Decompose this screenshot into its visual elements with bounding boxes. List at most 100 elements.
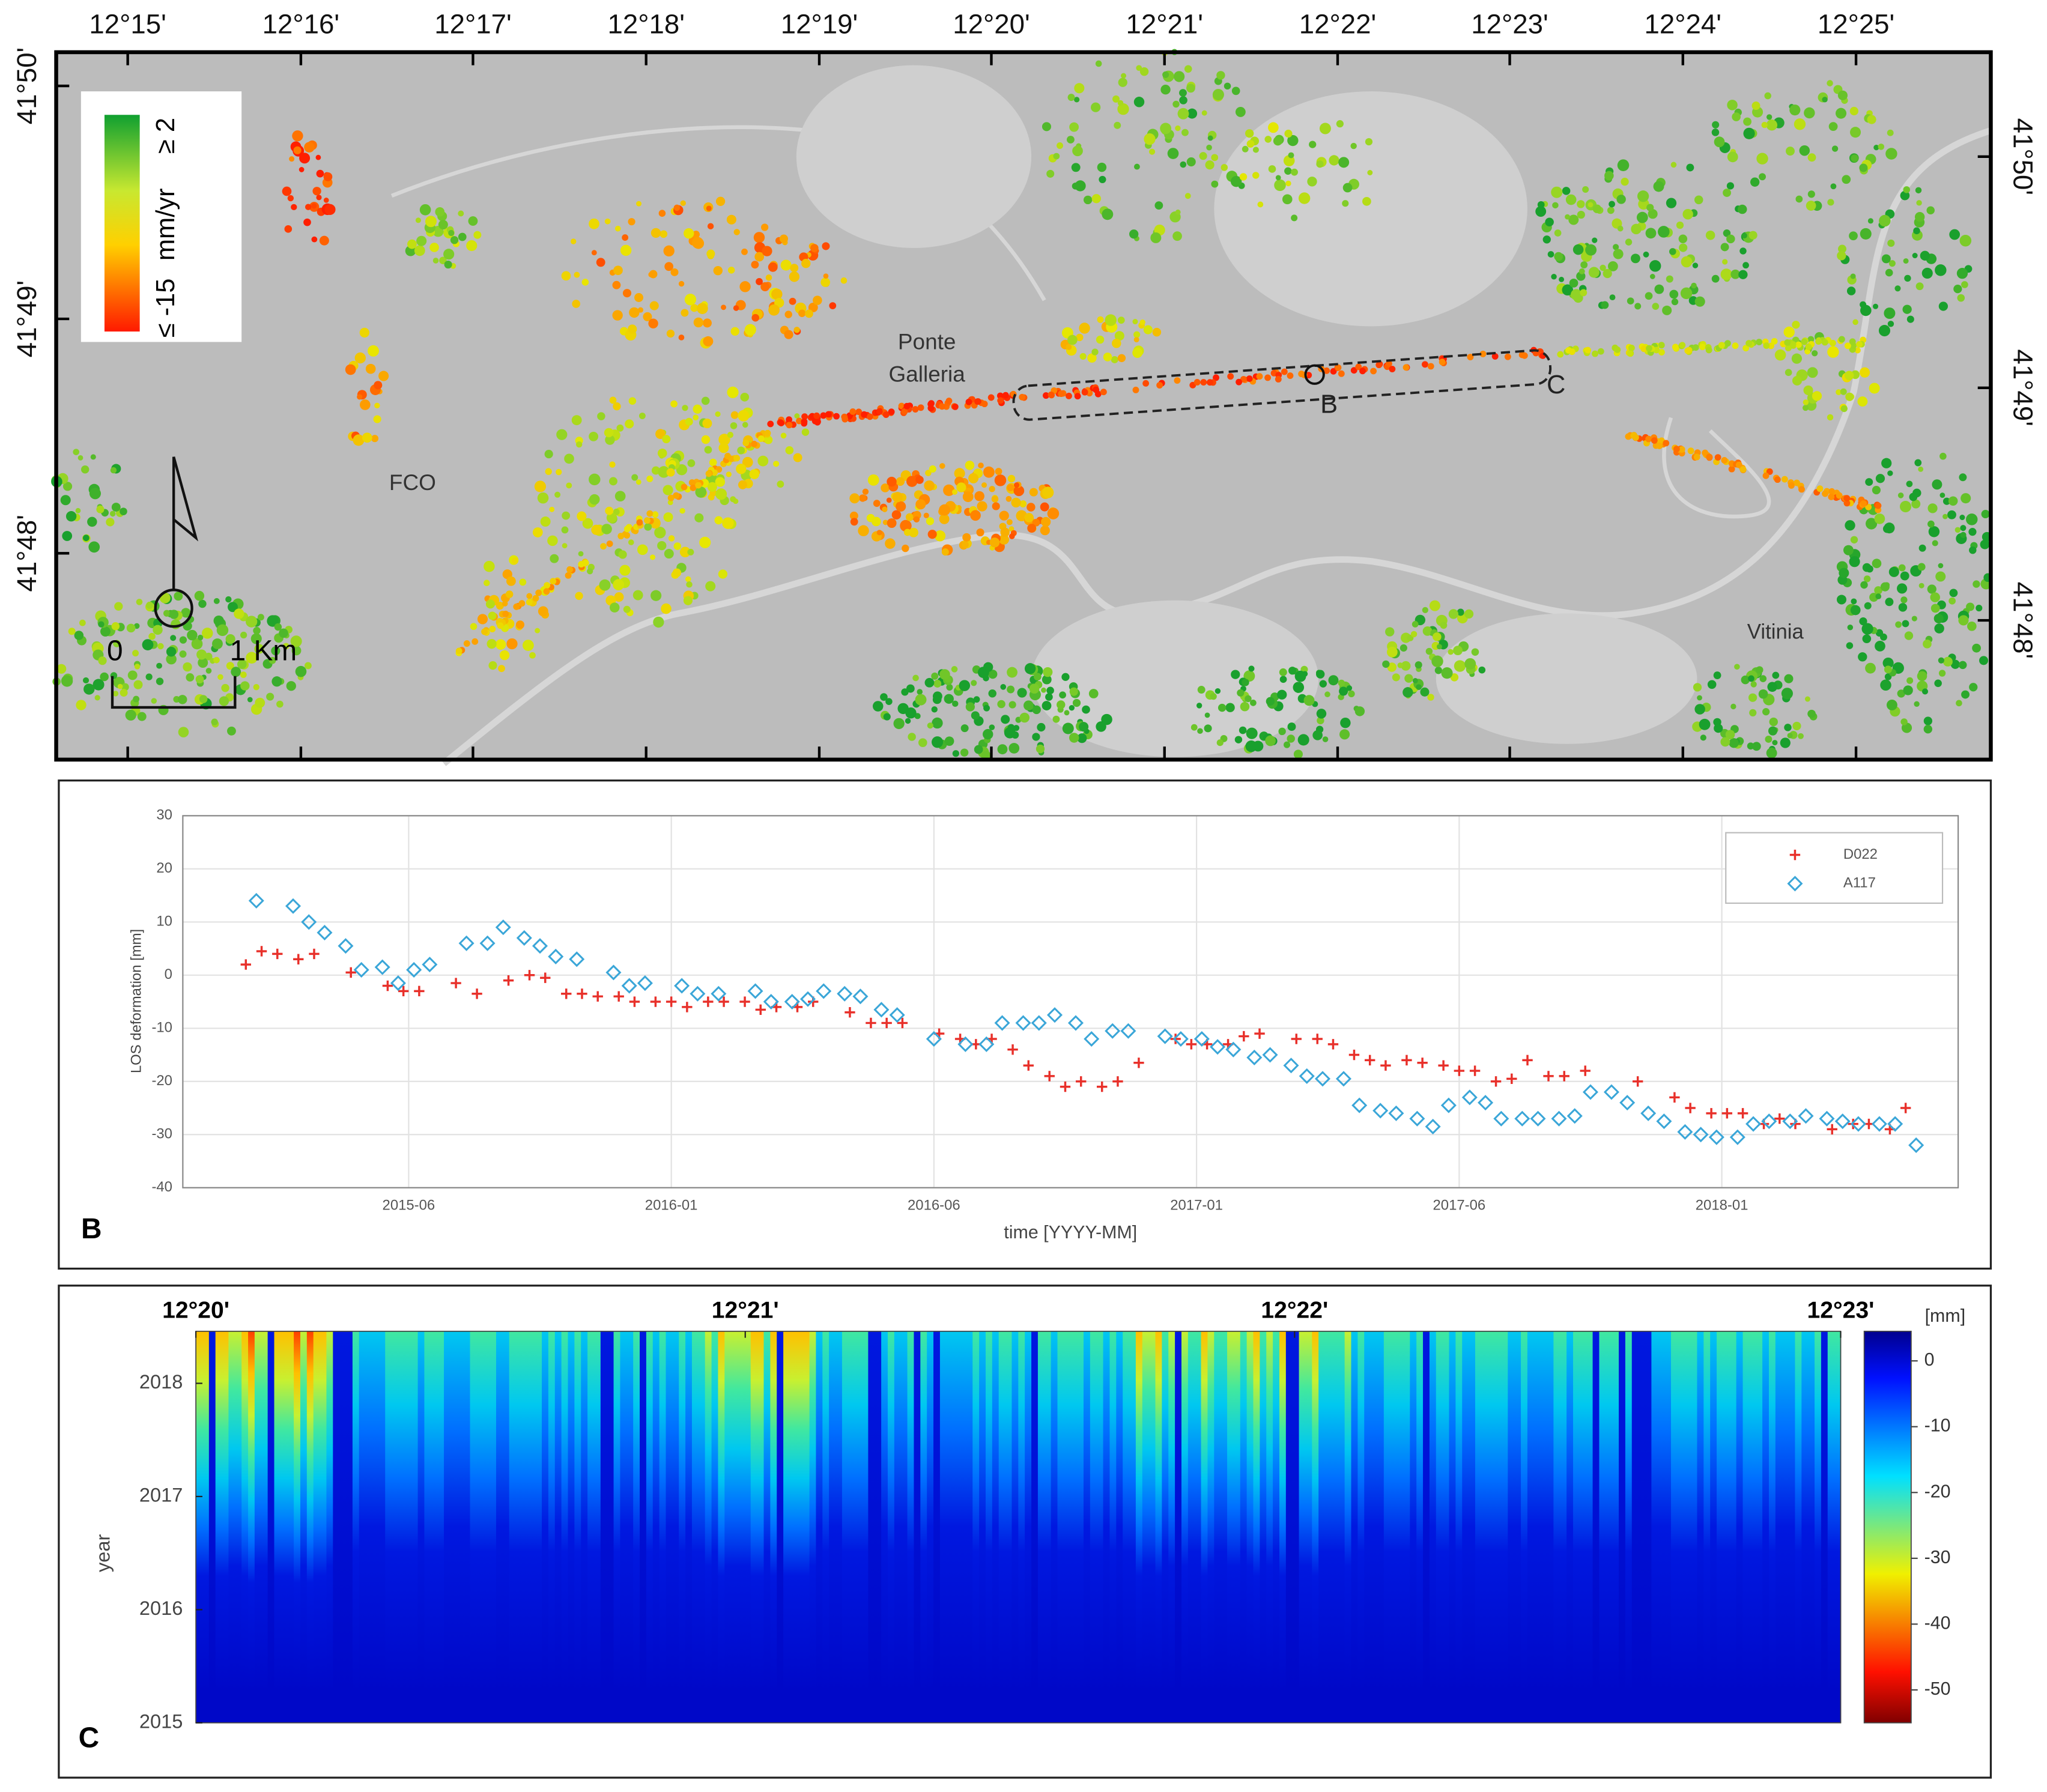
map-point bbox=[194, 590, 205, 601]
plus-marker bbox=[1007, 1044, 1018, 1055]
map-point bbox=[971, 711, 980, 720]
map-point bbox=[715, 411, 721, 417]
map-point bbox=[80, 465, 89, 474]
map-point bbox=[1521, 352, 1528, 359]
map-point bbox=[872, 516, 881, 527]
map-point bbox=[1047, 507, 1060, 519]
map-point bbox=[670, 400, 678, 408]
map-point bbox=[1806, 201, 1816, 211]
map-point bbox=[1866, 518, 1878, 530]
hills bbox=[796, 65, 1697, 757]
map-point bbox=[1011, 731, 1019, 739]
heatmap-column bbox=[1775, 1331, 1783, 1723]
plus-marker bbox=[1669, 1092, 1680, 1103]
map-point bbox=[701, 435, 711, 444]
heatmap-column bbox=[431, 1331, 438, 1723]
map-point bbox=[1887, 470, 1893, 476]
plus-marker bbox=[1348, 1049, 1360, 1061]
map-point bbox=[813, 295, 822, 305]
map-point bbox=[1938, 670, 1946, 677]
map-point bbox=[960, 724, 969, 733]
map-point bbox=[1762, 708, 1770, 716]
diamond-marker bbox=[1314, 1071, 1331, 1087]
map-point bbox=[867, 474, 879, 486]
plus-marker bbox=[503, 975, 514, 986]
diamond-marker bbox=[816, 983, 832, 999]
map-point bbox=[666, 329, 675, 338]
map-point bbox=[279, 628, 288, 638]
map-point bbox=[565, 572, 572, 579]
heatmap-column bbox=[1077, 1331, 1084, 1723]
meander bbox=[1662, 417, 1771, 519]
map-point bbox=[566, 482, 572, 489]
map-point bbox=[1803, 399, 1809, 405]
map-point bbox=[1221, 164, 1228, 171]
map-point bbox=[643, 312, 652, 321]
map-point bbox=[1807, 190, 1815, 198]
map-point bbox=[724, 452, 731, 459]
diamond-marker bbox=[889, 1007, 905, 1023]
map-point bbox=[1006, 519, 1013, 525]
map-point bbox=[1840, 388, 1847, 395]
map-point bbox=[1200, 379, 1207, 386]
heatmap-column bbox=[685, 1331, 693, 1723]
map-point bbox=[1114, 331, 1124, 341]
map-point bbox=[730, 496, 736, 503]
map-point bbox=[1213, 374, 1219, 381]
point-label: C bbox=[1547, 371, 1565, 399]
map-point bbox=[1840, 405, 1848, 413]
map-point bbox=[1355, 363, 1362, 371]
map-point bbox=[468, 216, 478, 226]
map-point bbox=[463, 640, 470, 647]
heatmap-column bbox=[920, 1331, 927, 1723]
map-point bbox=[1224, 82, 1231, 90]
plus-marker bbox=[450, 978, 461, 988]
map-point bbox=[635, 479, 641, 485]
map-point bbox=[606, 540, 613, 547]
map-point bbox=[978, 462, 984, 468]
heatmap-column bbox=[1560, 1331, 1567, 1723]
map-point bbox=[1705, 347, 1712, 354]
diamond-marker bbox=[1787, 876, 1803, 892]
map-point bbox=[1404, 674, 1413, 683]
plus-marker bbox=[1490, 1076, 1502, 1087]
map-point bbox=[757, 455, 769, 467]
map-point bbox=[1780, 737, 1791, 748]
map-point bbox=[1738, 270, 1748, 279]
map-point bbox=[1064, 710, 1070, 716]
colorbar-label: [mm] bbox=[1925, 1306, 1966, 1326]
colorbar bbox=[1863, 1330, 1912, 1724]
map-point bbox=[1210, 693, 1217, 700]
plus-marker bbox=[1417, 1058, 1428, 1068]
map-point bbox=[425, 216, 437, 228]
map-point bbox=[801, 413, 808, 420]
map-point bbox=[199, 695, 208, 703]
map-point bbox=[623, 532, 631, 539]
heatmap-column bbox=[796, 1331, 804, 1723]
lon-tick-label: 12°25' bbox=[1818, 9, 1894, 40]
plus-marker bbox=[666, 996, 677, 1007]
map-point bbox=[1961, 493, 1971, 504]
map-point bbox=[657, 448, 667, 458]
map-point bbox=[1856, 341, 1863, 348]
legend-colorbar bbox=[104, 115, 140, 332]
heatmap-column bbox=[1175, 1331, 1182, 1723]
plus-marker bbox=[398, 985, 409, 997]
heatmap-column bbox=[679, 1331, 686, 1723]
map-point bbox=[550, 578, 557, 585]
map-point bbox=[1798, 733, 1804, 739]
heatmap-column bbox=[718, 1331, 725, 1723]
diamond-marker bbox=[532, 938, 548, 954]
legend-min: ≤ -15 bbox=[151, 279, 180, 338]
map-point bbox=[1645, 435, 1652, 443]
heatmap-column bbox=[1351, 1331, 1359, 1723]
map-point bbox=[1099, 175, 1106, 184]
map-point bbox=[1008, 701, 1016, 709]
map-point bbox=[1037, 722, 1046, 732]
map-point bbox=[1111, 356, 1118, 363]
map-point bbox=[1849, 338, 1856, 345]
heatmap-column bbox=[835, 1331, 843, 1723]
map-point bbox=[299, 153, 311, 164]
map-point bbox=[1938, 657, 1945, 664]
diamond-marker bbox=[690, 985, 706, 1002]
